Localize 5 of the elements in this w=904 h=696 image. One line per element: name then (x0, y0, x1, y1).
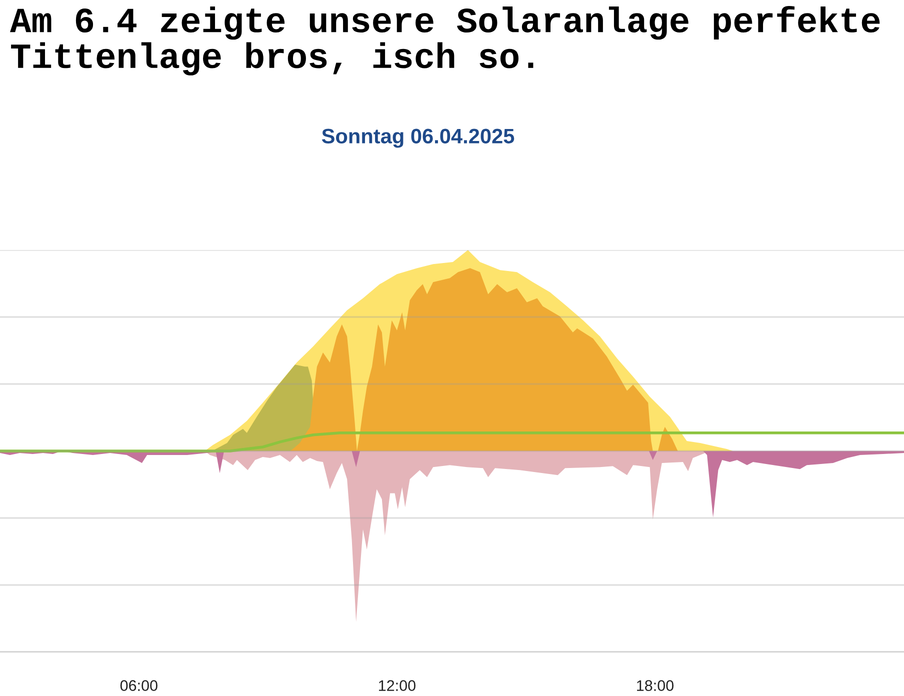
chart-subtitle: Sonntag 06.04.2025 (322, 128, 514, 148)
x-tick-label: 06:00 (120, 680, 158, 691)
x-tick-label: 12:00 (379, 680, 416, 691)
x-tick-label: 18:00 (637, 680, 674, 691)
chart-title: Am 6.4 zeigte unsere Solaranlage perfekte Tittenlage bros, isch so. (10, 6, 880, 76)
